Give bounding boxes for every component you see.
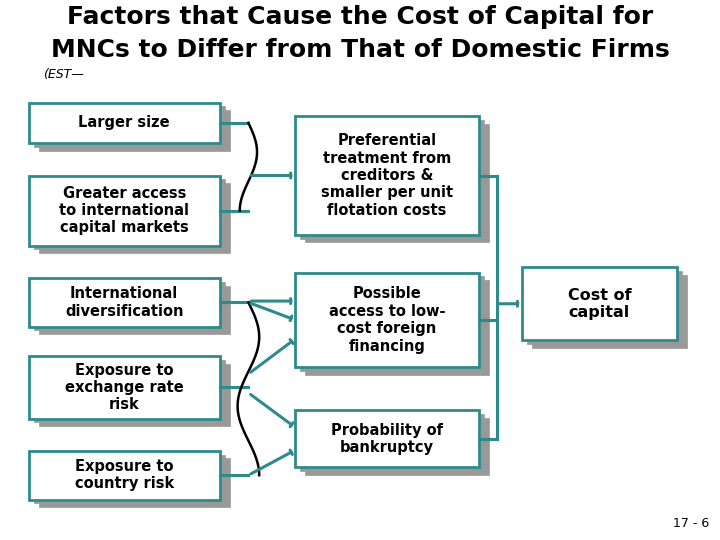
FancyBboxPatch shape bbox=[34, 360, 225, 422]
FancyBboxPatch shape bbox=[295, 273, 479, 367]
Text: Probability of
bankruptcy: Probability of bankruptcy bbox=[331, 422, 443, 455]
FancyBboxPatch shape bbox=[29, 356, 220, 418]
FancyBboxPatch shape bbox=[39, 458, 230, 507]
Text: Greater access
to international
capital markets: Greater access to international capital … bbox=[59, 186, 189, 235]
Text: Factors that Cause the Cost of Capital for: Factors that Cause the Cost of Capital f… bbox=[67, 5, 653, 29]
FancyBboxPatch shape bbox=[300, 120, 484, 239]
Text: Preferential
treatment from
creditors &
smaller per unit
flotation costs: Preferential treatment from creditors & … bbox=[321, 133, 453, 218]
FancyBboxPatch shape bbox=[527, 271, 682, 344]
FancyBboxPatch shape bbox=[29, 103, 220, 143]
FancyBboxPatch shape bbox=[300, 276, 484, 371]
FancyBboxPatch shape bbox=[305, 280, 489, 375]
FancyBboxPatch shape bbox=[39, 286, 230, 334]
Text: (EST—: (EST— bbox=[43, 68, 84, 82]
FancyBboxPatch shape bbox=[522, 267, 677, 340]
FancyBboxPatch shape bbox=[34, 179, 225, 249]
FancyBboxPatch shape bbox=[305, 124, 489, 242]
FancyBboxPatch shape bbox=[29, 176, 220, 246]
Text: 17 - 6: 17 - 6 bbox=[673, 517, 709, 530]
FancyBboxPatch shape bbox=[34, 106, 225, 147]
Text: Larger size: Larger size bbox=[78, 116, 170, 130]
FancyBboxPatch shape bbox=[39, 364, 230, 426]
FancyBboxPatch shape bbox=[39, 110, 230, 151]
FancyBboxPatch shape bbox=[34, 455, 225, 503]
FancyBboxPatch shape bbox=[29, 451, 220, 500]
FancyBboxPatch shape bbox=[29, 278, 220, 327]
Text: International
diversification: International diversification bbox=[65, 286, 184, 319]
FancyBboxPatch shape bbox=[295, 116, 479, 235]
FancyBboxPatch shape bbox=[300, 414, 484, 471]
FancyBboxPatch shape bbox=[295, 410, 479, 467]
Text: Exposure to
exchange rate
risk: Exposure to exchange rate risk bbox=[65, 362, 184, 413]
Text: Possible
access to low-
cost foreign
financing: Possible access to low- cost foreign fin… bbox=[329, 286, 445, 354]
FancyBboxPatch shape bbox=[34, 282, 225, 330]
FancyBboxPatch shape bbox=[532, 275, 687, 348]
FancyBboxPatch shape bbox=[305, 418, 489, 475]
FancyBboxPatch shape bbox=[39, 183, 230, 253]
Text: MNCs to Differ from That of Domestic Firms: MNCs to Differ from That of Domestic Fir… bbox=[50, 38, 670, 62]
Text: Exposure to
country risk: Exposure to country risk bbox=[75, 459, 174, 491]
Text: Cost of
capital: Cost of capital bbox=[567, 287, 631, 320]
